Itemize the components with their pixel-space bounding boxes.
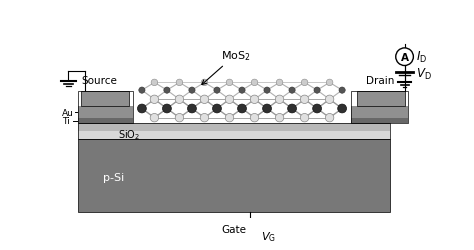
Circle shape <box>163 105 171 114</box>
Circle shape <box>275 114 284 122</box>
Circle shape <box>150 96 159 104</box>
Circle shape <box>200 96 209 104</box>
Circle shape <box>325 114 334 122</box>
Bar <box>351 92 408 124</box>
Bar <box>78 92 133 124</box>
Circle shape <box>225 96 234 104</box>
Bar <box>351 119 408 124</box>
Text: SiO$_2$: SiO$_2$ <box>118 127 140 141</box>
Bar <box>351 106 408 119</box>
Text: A: A <box>401 52 409 62</box>
Circle shape <box>175 96 183 104</box>
Text: $V_\mathrm{D}$: $V_\mathrm{D}$ <box>416 67 431 82</box>
Bar <box>82 92 129 106</box>
Circle shape <box>276 80 283 86</box>
Circle shape <box>396 49 413 66</box>
Bar <box>78 119 133 124</box>
Bar <box>78 106 133 119</box>
Bar <box>78 131 390 139</box>
Circle shape <box>313 105 321 114</box>
Text: p-Si: p-Si <box>103 172 125 182</box>
Circle shape <box>176 80 183 86</box>
Circle shape <box>237 105 246 114</box>
Circle shape <box>150 114 159 122</box>
Circle shape <box>301 80 308 86</box>
Circle shape <box>326 80 333 86</box>
Bar <box>78 124 390 131</box>
Circle shape <box>151 80 158 86</box>
Circle shape <box>250 114 259 122</box>
Circle shape <box>275 96 284 104</box>
Text: Source: Source <box>82 75 118 85</box>
Bar <box>357 92 405 106</box>
Circle shape <box>139 88 145 94</box>
Circle shape <box>200 114 209 122</box>
Circle shape <box>212 105 221 114</box>
Circle shape <box>239 88 245 94</box>
Text: Au: Au <box>62 108 74 118</box>
Text: Gate: Gate <box>221 224 246 234</box>
Circle shape <box>251 80 258 86</box>
Text: $V_\mathrm{G}$: $V_\mathrm{G}$ <box>261 229 276 243</box>
Circle shape <box>164 88 170 94</box>
Circle shape <box>189 88 195 94</box>
Circle shape <box>250 96 259 104</box>
Circle shape <box>314 88 320 94</box>
Circle shape <box>289 88 295 94</box>
Circle shape <box>288 105 296 114</box>
Circle shape <box>226 80 233 86</box>
Bar <box>78 124 390 139</box>
Circle shape <box>214 88 220 94</box>
Circle shape <box>201 80 208 86</box>
Text: Drain: Drain <box>366 75 395 85</box>
Circle shape <box>264 88 270 94</box>
Text: MoS$_2$: MoS$_2$ <box>202 48 250 85</box>
Circle shape <box>188 105 196 114</box>
Circle shape <box>301 96 309 104</box>
Circle shape <box>137 105 146 114</box>
Circle shape <box>337 105 346 114</box>
Circle shape <box>325 96 334 104</box>
Circle shape <box>263 105 272 114</box>
Text: Ti: Ti <box>62 117 70 126</box>
Circle shape <box>225 114 234 122</box>
Bar <box>78 139 390 212</box>
Circle shape <box>301 114 309 122</box>
Circle shape <box>339 88 345 94</box>
Circle shape <box>175 114 183 122</box>
Text: $I_\mathrm{D}$: $I_\mathrm{D}$ <box>416 50 427 65</box>
